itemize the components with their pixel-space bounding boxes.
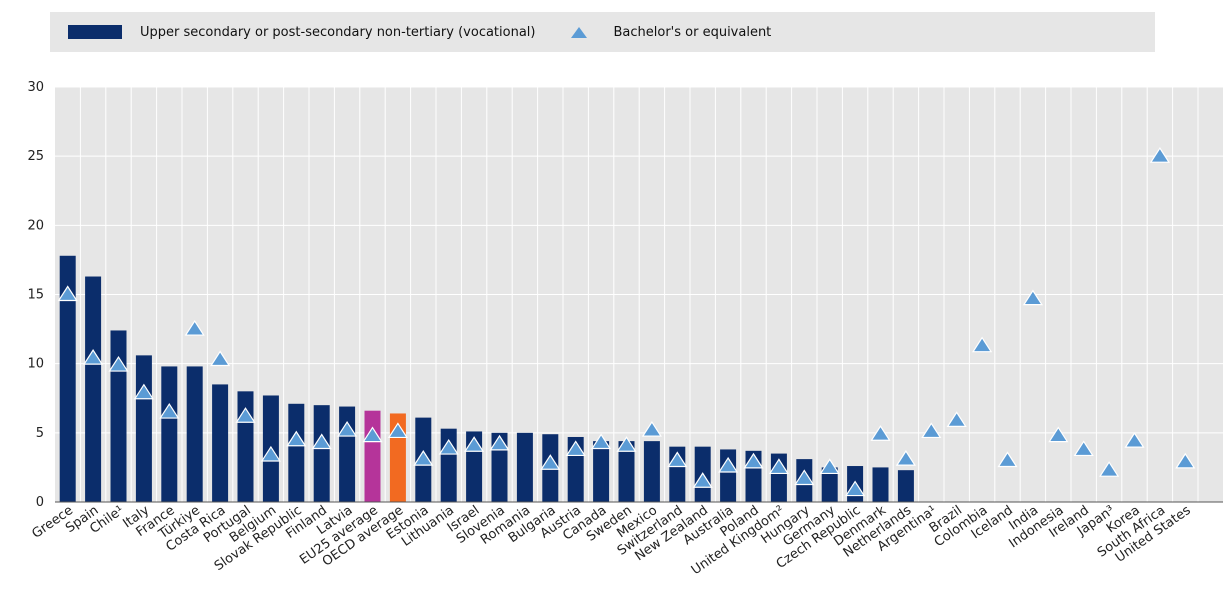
bar — [85, 276, 102, 502]
triangle-marker — [870, 425, 891, 441]
triangle-marker — [464, 436, 485, 452]
triangle-marker — [768, 458, 789, 475]
bar — [821, 467, 838, 502]
bar — [593, 441, 610, 502]
bar — [186, 366, 203, 502]
y-tick-label: 0 — [36, 495, 44, 510]
legend-label-bachelor: Bachelor's or equivalent — [613, 24, 772, 40]
triangle-marker — [210, 350, 231, 367]
triangle-marker — [794, 469, 815, 486]
triangle-marker — [819, 458, 840, 475]
bar — [135, 355, 152, 502]
triangle-marker — [260, 445, 281, 462]
legend-item-bachelor: Bachelor's or equivalent — [535, 25, 771, 40]
triangle-marker — [489, 434, 510, 451]
legend-swatch-bar — [68, 25, 122, 39]
legend-swatch-triangle — [571, 26, 588, 38]
triangle-marker — [387, 422, 408, 439]
triangle-marker — [413, 450, 434, 466]
bar — [897, 470, 914, 502]
bar — [288, 403, 305, 502]
triangle-marker — [133, 383, 154, 400]
y-tick-label: 10 — [27, 357, 44, 372]
triangle-marker — [108, 355, 129, 372]
triangle-marker — [667, 451, 688, 468]
bar — [161, 366, 178, 502]
triangle-marker — [362, 426, 383, 443]
triangle-marker — [286, 430, 307, 447]
bar — [643, 441, 660, 502]
chart-legend: Upper secondary or post-secondary non-te… — [50, 12, 1155, 52]
triangle-marker — [641, 420, 662, 437]
triangle-marker — [1175, 452, 1196, 469]
triangle-marker — [946, 411, 967, 427]
triangle-marker — [1022, 289, 1043, 306]
triangle-marker — [57, 285, 78, 302]
triangle-marker — [845, 480, 866, 497]
triangle-marker — [311, 433, 332, 450]
triangle-marker — [718, 456, 739, 473]
triangle-marker — [616, 436, 637, 452]
triangle-marker — [565, 440, 586, 457]
triangle-marker — [1124, 432, 1145, 448]
bar — [720, 449, 737, 502]
y-tick-label: 20 — [27, 218, 44, 233]
triangle-marker — [235, 407, 256, 423]
triangle-marker — [83, 349, 104, 365]
triangle-marker — [1073, 440, 1094, 457]
triangle-marker — [972, 336, 993, 353]
legend-item-vocational: Upper secondary or post-secondary non-te… — [50, 25, 535, 40]
y-tick-label: 30 — [27, 80, 44, 95]
triangle-marker — [997, 451, 1018, 468]
bar — [339, 406, 356, 502]
triangle-marker — [184, 319, 205, 336]
y-tick-label: 5 — [36, 426, 44, 441]
legend-label-vocational: Upper secondary or post-secondary non-te… — [140, 24, 536, 40]
triangle-marker — [1099, 461, 1120, 477]
bar — [364, 410, 381, 502]
bar — [618, 441, 635, 502]
bar — [872, 467, 889, 502]
bar — [110, 330, 127, 502]
triangle-marker — [438, 438, 459, 455]
bar — [212, 384, 229, 502]
triangle-marker — [895, 450, 916, 466]
triangle-marker — [337, 420, 358, 437]
bar — [516, 432, 533, 502]
y-tick-label: 15 — [27, 288, 44, 303]
y-tick-label: 25 — [27, 149, 44, 164]
triangle-marker — [591, 433, 612, 450]
bar — [59, 255, 76, 502]
triangle-marker — [159, 402, 180, 419]
triangle-marker — [743, 452, 764, 469]
triangle-marker — [692, 472, 713, 488]
triangle-marker — [1149, 147, 1170, 163]
bar — [313, 405, 330, 502]
triangle-marker — [1048, 426, 1069, 443]
triangle-marker — [921, 422, 942, 439]
triangle-marker — [540, 454, 561, 470]
